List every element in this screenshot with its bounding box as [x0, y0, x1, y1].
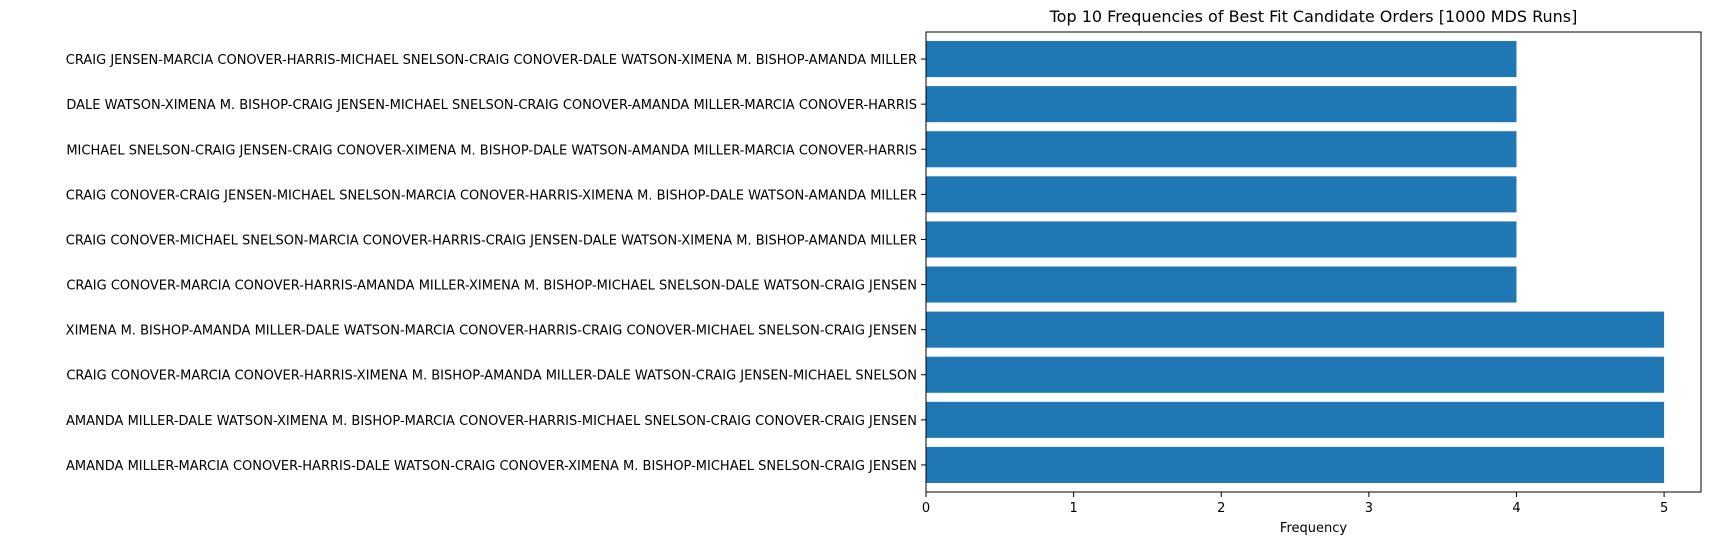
bar [926, 41, 1517, 78]
x-tick-label: 2 [1217, 501, 1225, 516]
x-tick-label: 0 [922, 501, 930, 516]
x-tick-label: 1 [1069, 501, 1077, 516]
y-tick-label: XIMENA M. BISHOP-AMANDA MILLER-DALE WATS… [66, 324, 917, 339]
bar [926, 221, 1517, 258]
y-tick-label: CRAIG CONOVER-MICHAEL SNELSON-MARCIA CON… [66, 233, 917, 248]
chart-title: Top 10 Frequencies of Best Fit Candidate… [1049, 7, 1578, 26]
y-tick-label: AMANDA MILLER-MARCIA CONOVER-HARRIS-DALE… [66, 459, 917, 474]
x-axis-label: Frequency [1280, 521, 1347, 536]
y-tick-label: CRAIG CONOVER-CRAIG JENSEN-MICHAEL SNELS… [66, 188, 917, 203]
y-tick-label: CRAIG CONOVER-MARCIA CONOVER-HARRIS-XIME… [66, 369, 917, 384]
y-tick-label: CRAIG CONOVER-MARCIA CONOVER-HARRIS-AMAN… [66, 279, 917, 294]
axes-frame [925, 31, 1702, 493]
x-tick-label: 5 [1660, 501, 1668, 516]
bar [926, 401, 1665, 438]
x-tick-label: 3 [1365, 501, 1373, 516]
y-tick-labels: AMANDA MILLER-MARCIA CONOVER-HARRIS-DALE… [66, 53, 926, 474]
bars-group [926, 41, 1665, 483]
y-tick-label: DALE WATSON-XIMENA M. BISHOP-CRAIG JENSE… [66, 98, 917, 113]
x-tick-label: 4 [1512, 501, 1520, 516]
bar [926, 86, 1517, 123]
bar [926, 356, 1665, 393]
bar [926, 176, 1517, 213]
bar [926, 131, 1517, 168]
bar [926, 266, 1517, 303]
y-tick-label: CRAIG JENSEN-MARCIA CONOVER-HARRIS-MICHA… [66, 53, 917, 68]
bar [926, 446, 1665, 483]
y-tick-label: AMANDA MILLER-DALE WATSON-XIMENA M. BISH… [66, 414, 917, 429]
bar [926, 311, 1665, 348]
x-tick-labels: 0 1 2 3 4 5 [922, 492, 1668, 516]
y-tick-label: MICHAEL SNELSON-CRAIG JENSEN-CRAIG CONOV… [66, 143, 917, 158]
